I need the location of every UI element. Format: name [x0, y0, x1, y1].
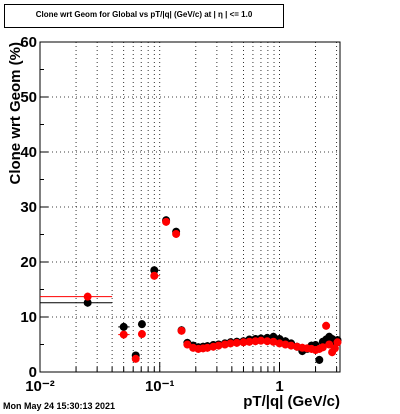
data-point	[137, 330, 146, 339]
data-point	[183, 340, 192, 349]
data-point	[232, 338, 241, 347]
y-tick-label: 10	[20, 309, 37, 326]
data-point	[239, 338, 248, 347]
data-point	[330, 344, 339, 353]
y-tick-label: 0	[29, 364, 37, 381]
data-point	[269, 337, 278, 346]
y-tick-label: 40	[20, 144, 37, 161]
grid-lines	[39, 41, 340, 373]
data-point	[150, 266, 159, 275]
data-point	[214, 341, 223, 350]
data-point	[315, 355, 324, 364]
y-tick-label: 20	[20, 254, 37, 271]
data-point	[137, 320, 146, 329]
data-point	[131, 354, 140, 363]
x-tick-label: 10⁻¹	[145, 378, 175, 395]
x-axis-title: pT/|q| (GeV/c)	[243, 393, 340, 410]
y-axis-title: Clone wrt Geom (%)	[7, 42, 24, 185]
y-tick-label: 30	[20, 199, 37, 216]
data-point	[119, 322, 128, 331]
x-tick-label: 10⁻²	[25, 378, 55, 395]
data-point	[150, 271, 159, 280]
title-box: Clone wrt Geom for Global vs pT/|q| (GeV…	[4, 4, 284, 28]
chart-title: Clone wrt Geom for Global vs pT/|q| (GeV…	[35, 10, 253, 19]
data-point	[162, 217, 171, 226]
y-tick-label: 60	[20, 34, 37, 51]
data-point	[172, 229, 181, 238]
data-point	[263, 337, 272, 346]
data-point	[256, 336, 265, 345]
data-point	[322, 321, 331, 330]
data-point	[119, 330, 128, 339]
axis-ticks	[39, 41, 338, 373]
timestamp: Mon May 24 15:30:13 2021	[3, 401, 116, 411]
data-markers	[83, 216, 342, 364]
x-tick-label: 1	[275, 378, 283, 395]
data-point	[245, 337, 254, 346]
data-point	[325, 340, 334, 349]
data-point	[177, 326, 186, 335]
tick-labels: 0 10 20 30 40 50 60 10⁻² 10⁻¹ 1	[20, 34, 283, 395]
data-point	[83, 292, 92, 301]
data-point	[318, 343, 327, 352]
data-point	[83, 298, 92, 307]
data-point	[333, 338, 342, 347]
data-point	[226, 339, 235, 348]
y-tick-label: 50	[20, 89, 37, 106]
